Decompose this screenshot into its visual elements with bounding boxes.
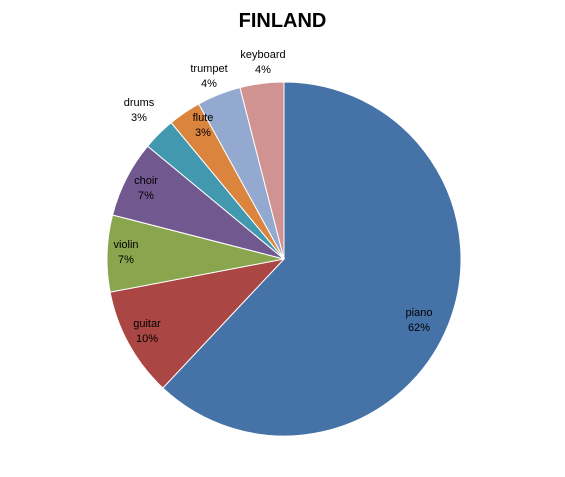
- pie-slice-keyboard: [239, 81, 285, 260]
- chart-title: FINLAND: [238, 10, 327, 32]
- slice-value-label-violin: 7%: [118, 254, 134, 266]
- slice-label-trumpet: trumpet: [190, 63, 227, 75]
- slice-value-label-choir: 7%: [138, 190, 154, 202]
- slice-value-label-drums: 3%: [131, 112, 147, 124]
- slice-label-choir: choir: [134, 175, 158, 187]
- pie-slice-piano: [162, 81, 462, 437]
- pie-slice-guitar: [109, 258, 286, 389]
- slice-label-flute: flute: [193, 112, 214, 124]
- slice-value-label-keyboard: 4%: [255, 64, 271, 76]
- slice-label-drums: drums: [124, 97, 155, 109]
- slice-label-piano: piano: [406, 307, 433, 319]
- slice-value-label-guitar: 10%: [136, 333, 158, 345]
- slice-value-label-trumpet: 4%: [201, 78, 217, 90]
- slice-value-label-flute: 3%: [195, 127, 211, 139]
- slice-label-guitar: guitar: [133, 318, 161, 330]
- slice-value-label-piano: 62%: [408, 322, 430, 334]
- slice-label-violin: violin: [113, 239, 138, 251]
- slice-label-keyboard: keyboard: [240, 49, 285, 61]
